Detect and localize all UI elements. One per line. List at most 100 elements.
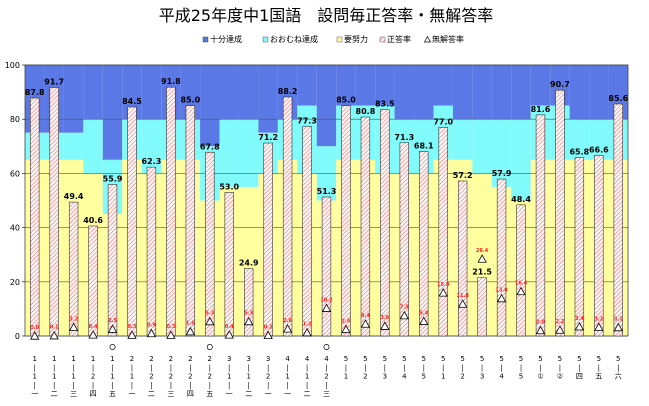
label-no-answer: 0.4 — [89, 324, 98, 330]
band-top — [452, 65, 473, 120]
category-label-line: 一 — [226, 390, 233, 398]
category-label-line: 5 — [363, 355, 367, 363]
category-label-line: 4 — [499, 373, 504, 381]
marker-no-answer — [49, 330, 59, 340]
category-label-line: 3 — [227, 355, 231, 363]
marker-no-answer — [477, 254, 487, 263]
band-top — [277, 65, 298, 120]
category-label-line: 1 — [71, 373, 75, 381]
category-label-line: 2 — [149, 355, 153, 363]
band-low — [238, 186, 259, 336]
label-no-answer: 2.6 — [283, 318, 292, 324]
bar-correct-rate — [185, 105, 196, 337]
band-top — [122, 65, 142, 120]
bar-correct-rate — [244, 268, 254, 337]
label-no-answer: 0.4 — [225, 324, 234, 330]
y-tick-label: 0 — [15, 332, 20, 341]
chart-legend: 十分達成 おおむね達成 要努力 正答率 無解答率 — [202, 34, 464, 44]
label-correct-rate: 21.5 — [472, 268, 492, 277]
bar-correct-rate — [166, 86, 176, 337]
category-label-line: | — [306, 364, 308, 372]
category-label-line: | — [306, 381, 308, 389]
category-circle-marker — [323, 344, 330, 350]
label-no-answer: 28.4 — [476, 248, 489, 254]
category-label-line: 2 — [266, 373, 270, 381]
label-correct-rate: 90.7 — [550, 80, 570, 89]
band-mid — [491, 119, 512, 187]
category-label-line: 1 — [110, 373, 114, 381]
band-top — [530, 65, 551, 106]
category-label-line: 2 — [130, 355, 134, 363]
category-label-line: | — [403, 364, 405, 372]
category-label-line: 五 — [206, 390, 213, 398]
label-no-answer: 3.2 — [69, 316, 78, 322]
marker-no-answer — [263, 330, 273, 340]
category-label-line: 4 — [305, 355, 310, 363]
legend-label: 無解答率 — [432, 34, 464, 44]
bar-correct-rate — [574, 157, 585, 337]
marker-no-answer — [166, 330, 176, 339]
bar-correct-rate — [535, 114, 546, 337]
band-top — [102, 65, 123, 160]
marker-no-answer — [185, 326, 196, 336]
marker-no-answer — [613, 322, 623, 332]
legend-label: 要努力 — [344, 34, 368, 44]
category-label-line: 1 — [285, 373, 289, 381]
category-label-line: 二 — [245, 390, 252, 398]
label-correct-rate: 77.3 — [297, 117, 317, 126]
band-top — [219, 65, 239, 120]
category-label-line: 2 — [149, 373, 153, 381]
band-top — [297, 65, 317, 106]
marker-no-answer — [496, 293, 507, 303]
marker-no-answer — [399, 310, 409, 320]
band-mid — [63, 132, 84, 160]
category-label-line: | — [384, 364, 386, 372]
band-top — [491, 65, 512, 120]
y-tick-label: 40 — [10, 224, 20, 233]
category-label-line: | — [209, 381, 211, 389]
bar-correct-rate — [321, 196, 332, 337]
category-label-line: | — [442, 364, 444, 372]
category-label-line: 5 — [422, 373, 426, 381]
y-tick-label: 100 — [5, 61, 20, 70]
band-top — [394, 65, 415, 120]
category-label-line: | — [286, 381, 288, 389]
bar-correct-rate — [68, 201, 79, 337]
category-label-line: 2 — [91, 373, 95, 381]
category-label-line: 4 — [324, 355, 329, 363]
bar-correct-rate — [302, 126, 312, 337]
legend-swatch — [202, 36, 209, 43]
category-label-line: ② — [557, 373, 563, 381]
label-no-answer: 5.3 — [244, 311, 253, 317]
category-label-line: 四 — [187, 390, 194, 398]
category-label-line: | — [578, 364, 580, 372]
band-mid — [141, 119, 162, 174]
category-label-line: | — [267, 381, 269, 389]
category-label-line: | — [131, 381, 133, 389]
category-label-line: 2 — [363, 373, 367, 381]
marker-no-answer — [535, 325, 546, 335]
band-top — [550, 65, 570, 106]
label-no-answer: 3.1 — [614, 317, 623, 323]
category-label-line: 3 — [266, 355, 270, 363]
label-no-answer: 0.2 — [264, 324, 273, 330]
category-label-line: | — [423, 364, 425, 372]
category-label-line: 三 — [167, 390, 174, 398]
category-label-line: | — [248, 381, 250, 389]
category-label-line: 5 — [422, 355, 426, 363]
marker-no-answer — [282, 324, 293, 333]
label-no-answer: 0.1 — [50, 325, 59, 331]
marker-no-answer — [302, 327, 312, 337]
marker-no-answer — [438, 288, 448, 297]
label-correct-rate: 40.6 — [83, 216, 103, 225]
category-label-line: | — [34, 364, 36, 372]
category-label-line: | — [539, 364, 541, 372]
category-label-line: 5 — [616, 355, 620, 363]
category-label-line: 1 — [52, 355, 56, 363]
category-label-line: 二 — [148, 390, 155, 398]
y-tick-label: 60 — [10, 169, 20, 178]
label-correct-rate: 91.8 — [161, 77, 181, 86]
marker-no-answer — [419, 316, 429, 325]
category-label-line: ① — [537, 373, 543, 381]
category-label-line: 三 — [70, 390, 77, 398]
